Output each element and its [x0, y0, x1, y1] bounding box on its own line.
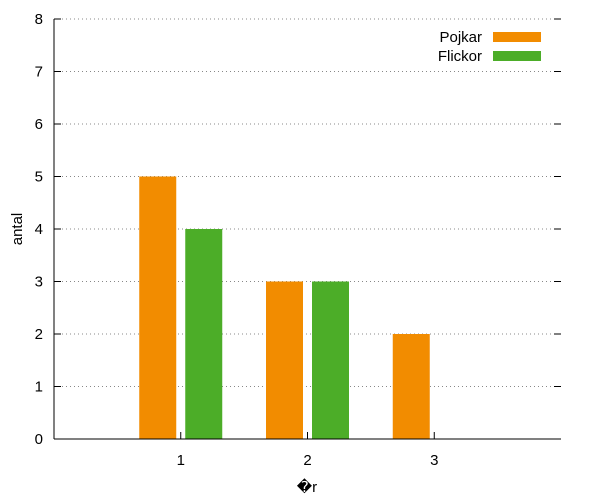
bar-group [139, 176, 430, 439]
bar-pojkar-3 [392, 334, 430, 439]
bar-pojkar-2 [266, 281, 303, 439]
bar-flickor-1 [185, 229, 223, 439]
x-tick-label: 2 [303, 452, 311, 469]
y-tick-label: 4 [35, 221, 43, 238]
y-tick-label: 2 [35, 326, 43, 343]
x-tick-label: 1 [177, 452, 185, 469]
x-ticks: 1 2 3 [177, 432, 438, 469]
legend-label: Flickor [438, 48, 482, 65]
y-axis-label: antal [9, 213, 26, 246]
grid-lines [54, 18, 561, 387]
y-tick-label: 0 [35, 431, 43, 448]
x-tick-label: 3 [430, 452, 438, 469]
y-ticks: 0 1 2 3 4 5 6 7 8 [35, 11, 561, 448]
bar-pojkar-1 [139, 176, 177, 439]
y-tick-label: 5 [35, 169, 43, 186]
bar-flickor-2 [312, 281, 349, 439]
legend: Pojkar Flickor [438, 29, 541, 65]
legend-label: Pojkar [439, 29, 482, 46]
y-tick-label: 3 [35, 274, 43, 291]
y-tick-label: 1 [35, 379, 43, 396]
y-tick-label: 6 [35, 116, 43, 133]
legend-swatch [493, 32, 541, 42]
y-tick-label: 8 [35, 11, 43, 28]
legend-swatch [493, 51, 541, 61]
y-tick-label: 7 [35, 64, 43, 81]
x-axis-label: �r [297, 478, 317, 496]
